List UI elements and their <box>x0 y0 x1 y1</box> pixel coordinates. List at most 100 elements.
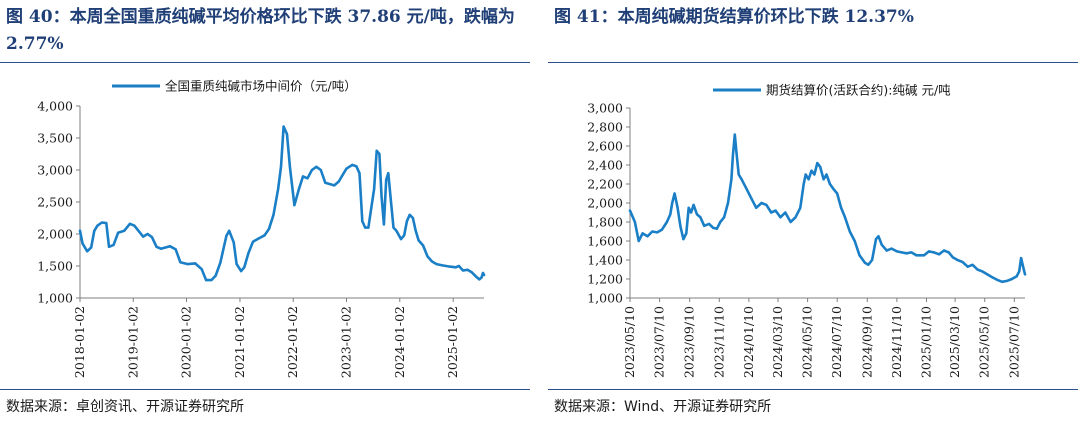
figure-41-title: 图 41：本周纯碱期货结算价环比下跌 12.37% <box>554 7 914 27</box>
data-point <box>858 254 861 257</box>
data-point <box>895 250 898 253</box>
data-point <box>319 168 322 172</box>
y-tick-label: 1,600 <box>587 234 623 249</box>
data-point <box>745 187 748 190</box>
data-point <box>364 226 367 229</box>
data-point <box>961 260 964 263</box>
x-tick-label: 2023/05/10 <box>622 306 637 378</box>
data-point <box>194 262 197 265</box>
data-point <box>225 234 228 237</box>
data-point <box>656 231 659 234</box>
data-point <box>703 224 706 227</box>
x-tick-label: 2025/07/10 <box>1006 306 1021 378</box>
data-point <box>1018 270 1021 273</box>
data-point <box>395 229 398 232</box>
data-point <box>247 252 250 255</box>
data-point <box>251 240 255 243</box>
data-point <box>853 239 856 243</box>
data-point <box>665 220 668 224</box>
data-point <box>361 220 364 223</box>
data-point <box>219 261 222 264</box>
data-point <box>733 133 736 136</box>
data-point <box>915 254 918 257</box>
data-point <box>637 239 640 243</box>
x-tick-label: 2025/01/10 <box>918 306 933 378</box>
data-point <box>938 253 941 256</box>
data-point <box>96 224 99 227</box>
data-point <box>475 275 478 278</box>
data-point <box>382 223 385 226</box>
data-point <box>932 251 935 254</box>
data-point <box>923 254 926 257</box>
data-point <box>133 224 136 227</box>
data-point <box>966 265 969 268</box>
x-tick-label: 2024/09/10 <box>859 306 874 378</box>
figure-41-source: 数据来源：Wind、开源证券研究所 <box>554 399 772 415</box>
data-point <box>457 264 460 268</box>
data-point <box>417 239 420 242</box>
data-point <box>301 175 305 178</box>
x-tick-label: 2019-01-02 <box>125 306 140 378</box>
data-point <box>905 252 908 255</box>
data-point <box>228 229 231 232</box>
figure-41-chart: 1,000 1,200 1,400 1,600 1,800 2,000 2,200 2,400… <box>587 83 1027 378</box>
data-point <box>454 266 457 269</box>
data-point <box>168 245 171 248</box>
data-point <box>405 220 408 223</box>
x-tick-label: 2023/07/10 <box>652 306 667 378</box>
y-tick-label: 1,000 <box>587 291 623 306</box>
data-point <box>351 163 354 166</box>
data-point <box>205 279 208 282</box>
data-point <box>799 206 802 209</box>
figure-40-title: 图 40：本周全国重质纯碱平均价格环比下跌 37.86 元/吨，跌幅为 2.77… <box>6 7 515 54</box>
data-point <box>794 216 797 219</box>
y-tick-label: 1,400 <box>587 253 623 268</box>
data-point <box>272 213 275 216</box>
data-point <box>971 263 974 266</box>
data-point <box>877 235 880 238</box>
data-point <box>267 227 271 230</box>
x-tick-label: 2025/05/10 <box>977 306 992 378</box>
data-point <box>426 255 429 258</box>
data-point <box>646 235 649 238</box>
data-point <box>155 245 158 248</box>
x-tick-label: 2024/07/10 <box>829 306 844 378</box>
data-point <box>263 234 266 237</box>
data-point <box>373 188 376 191</box>
data-point <box>885 249 888 252</box>
data-point <box>843 216 847 219</box>
data-point <box>90 246 93 249</box>
data-point <box>730 178 733 181</box>
data-point <box>1022 265 1025 268</box>
data-point <box>293 204 296 207</box>
data-point <box>951 256 954 259</box>
data-point <box>981 270 984 273</box>
data-point <box>358 172 361 175</box>
data-point <box>976 268 979 271</box>
data-point <box>682 238 685 241</box>
data-point <box>408 213 411 216</box>
data-point <box>117 231 120 234</box>
data-point <box>779 216 782 219</box>
data-point <box>107 245 111 248</box>
data-point <box>942 249 946 252</box>
data-point <box>1023 273 1027 276</box>
data-point <box>810 169 813 172</box>
data-point <box>345 167 348 170</box>
data-point <box>389 197 392 200</box>
x-tick-label: 2025/03/10 <box>947 306 962 378</box>
data-point <box>633 220 636 224</box>
x-tick-label: 2024/11/10 <box>889 306 904 378</box>
data-point <box>470 271 473 274</box>
data-point <box>679 225 682 228</box>
x-tick-label: 2023/11/10 <box>711 306 726 378</box>
data-point <box>735 149 738 152</box>
data-point <box>430 260 434 263</box>
data-point <box>257 237 260 240</box>
data-point <box>240 270 243 273</box>
data-point <box>210 279 213 282</box>
data-point <box>676 206 679 209</box>
data-point <box>802 182 805 186</box>
data-point <box>789 220 792 224</box>
y-tick-label: 2,500 <box>37 195 73 210</box>
